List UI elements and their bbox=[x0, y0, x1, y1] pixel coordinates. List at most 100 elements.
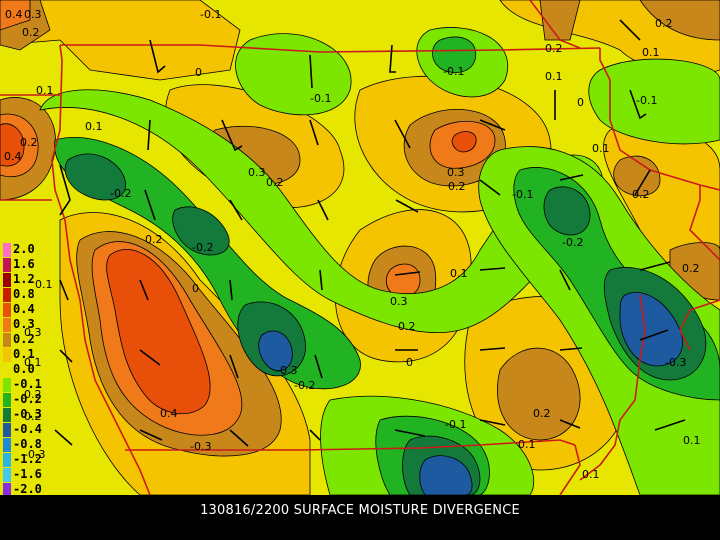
contour-label: 0.2 bbox=[24, 410, 42, 423]
contour-label: -0.1 bbox=[443, 65, 464, 78]
legend-label: 1.6 bbox=[13, 257, 35, 271]
band-0.4 bbox=[0, 123, 477, 414]
state-borders bbox=[0, 0, 720, 496]
legend-label: 2.0 bbox=[13, 242, 35, 256]
divergence-map-svg: 0.4 0.3 0.2 -0.1 0.2 0.2 -0.1 0.1 0 0.1 … bbox=[0, 0, 720, 496]
contour-label: 0.2 bbox=[24, 388, 42, 401]
legend-swatch bbox=[3, 378, 11, 392]
contour-label: 0 bbox=[406, 356, 413, 369]
contour-label: 0.1 bbox=[518, 438, 536, 451]
legend-swatch bbox=[3, 468, 11, 482]
legend-row: 1.2 bbox=[3, 272, 43, 287]
contour-label: -0.1 bbox=[200, 8, 221, 21]
legend-label: 0.1 bbox=[13, 347, 35, 361]
contour-label: -0.1 bbox=[512, 188, 533, 201]
contour-label: 0.3 bbox=[24, 8, 42, 21]
map-view: 0.4 0.3 0.2 -0.1 0.2 0.2 -0.1 0.1 0 0.1 … bbox=[0, 0, 720, 496]
contour-label: 0.2 bbox=[632, 188, 650, 201]
legend-label: -0.8 bbox=[13, 437, 42, 451]
legend-label: 0.8 bbox=[13, 287, 35, 301]
contour-label: 0.1 bbox=[642, 46, 660, 59]
contour-label: 0.3 bbox=[24, 326, 42, 339]
contour-label: -0.2 bbox=[110, 187, 131, 200]
legend-label: -0.3 bbox=[13, 407, 42, 421]
contour-label: -0.3 bbox=[24, 448, 45, 461]
legend-row: -0.3 bbox=[3, 407, 43, 422]
contour-label: 0.2 bbox=[682, 262, 700, 275]
contour-label: 0.1 bbox=[24, 356, 42, 369]
legend-label: -2.0 bbox=[13, 482, 42, 496]
contour-label: 0 bbox=[192, 282, 199, 295]
contour-label: 0.1 bbox=[36, 84, 54, 97]
legend-row: 0.1 bbox=[3, 347, 43, 362]
contour-label: 0.2 bbox=[398, 320, 416, 333]
legend-row: -0.4 bbox=[3, 422, 43, 437]
legend-swatch bbox=[3, 438, 11, 452]
legend-swatch bbox=[3, 348, 11, 362]
legend-row: -1.2 bbox=[3, 452, 43, 467]
legend-swatch bbox=[3, 408, 11, 422]
legend-label: -1.6 bbox=[13, 467, 42, 481]
legend-label: -0.2 bbox=[13, 392, 42, 406]
contour-label: -0.2 bbox=[562, 236, 583, 249]
contour-label: 0.4 bbox=[4, 150, 22, 163]
contour-label: -0.2 bbox=[294, 379, 315, 392]
contour-label: -0.3 bbox=[276, 364, 297, 377]
legend-swatch bbox=[3, 333, 11, 347]
contour-label: 0.1 bbox=[683, 434, 701, 447]
legend-swatch bbox=[3, 453, 11, 467]
wind-barbs bbox=[54, 19, 686, 447]
map-caption: 130816/2200 SURFACE MOISTURE DIVERGENCE bbox=[200, 503, 520, 518]
contour-label: 0.2 bbox=[266, 176, 284, 189]
contour-label: 0.1 bbox=[450, 267, 468, 280]
legend-row: -0.2 bbox=[3, 392, 43, 407]
contour-label: 0.1 bbox=[582, 468, 600, 481]
contour-label: 0.2 bbox=[655, 17, 673, 30]
legend-label: -1.2 bbox=[13, 452, 42, 466]
contour-label: 0.2 bbox=[448, 180, 466, 193]
contour-label: -0.3 bbox=[190, 440, 211, 453]
contour-label: 0.4 bbox=[160, 407, 178, 420]
legend-row: 1.6 bbox=[3, 257, 43, 272]
legend-row: 2.0 bbox=[3, 242, 43, 257]
legend-label: -0.4 bbox=[13, 422, 42, 436]
legend-label: 0.2 bbox=[13, 332, 35, 346]
legend-row: 0.8 bbox=[3, 287, 43, 302]
legend-label: 1.2 bbox=[13, 272, 35, 286]
legend-row: -0.8 bbox=[3, 437, 43, 452]
contour-label: 0.1 bbox=[35, 278, 53, 291]
legend-row: 0.2 bbox=[3, 332, 43, 347]
contour-label: 0.3 bbox=[447, 166, 465, 179]
color-legend: 2.0 1.6 1.2 0.8 0.4 0.3 0.2 0.1 0.0 -0.1 -0.2 -0.3-… bbox=[3, 242, 43, 513]
legend-swatch bbox=[3, 243, 11, 257]
legend-swatch bbox=[3, 273, 11, 287]
contour-labels: 0.4 0.3 0.2 -0.1 0.2 0.2 -0.1 0.1 0 0.1 … bbox=[4, 8, 701, 481]
contour-label: 0.2 bbox=[22, 26, 40, 39]
legend-row: -2.0 bbox=[3, 482, 43, 497]
contour-label: 0 bbox=[195, 66, 202, 79]
legend-swatch bbox=[3, 423, 11, 437]
contour-label: -0.1 bbox=[310, 92, 331, 105]
contour-label: -0.3 bbox=[665, 356, 686, 369]
legend-row: 0.0 bbox=[3, 362, 43, 377]
caption-bar: 130816/2200 SURFACE MOISTURE DIVERGENCE bbox=[0, 495, 720, 540]
contour-label: 0.2 bbox=[545, 42, 563, 55]
contour-label: 0.1 bbox=[592, 142, 610, 155]
band-neg0.4 bbox=[258, 292, 683, 496]
legend-row: 0.4 bbox=[3, 302, 43, 317]
contour-label: 0.3 bbox=[390, 295, 408, 308]
legend-swatch bbox=[3, 318, 11, 332]
contour-label: 0.1 bbox=[545, 70, 563, 83]
legend-label: -0.1 bbox=[13, 377, 42, 391]
legend-swatch bbox=[3, 483, 11, 497]
legend-label: 0.3 bbox=[13, 317, 35, 331]
legend-swatch bbox=[3, 393, 11, 407]
contour-label: 0.3 bbox=[248, 166, 266, 179]
contour-label: -0.2 bbox=[192, 241, 213, 254]
legend-row: -0.1 bbox=[3, 377, 43, 392]
legend-swatch bbox=[3, 303, 11, 317]
legend-swatch bbox=[3, 258, 11, 272]
contour-label: 0.2 bbox=[20, 136, 38, 149]
legend-label: 0.4 bbox=[13, 302, 35, 316]
legend-row: 0.3 bbox=[3, 317, 43, 332]
